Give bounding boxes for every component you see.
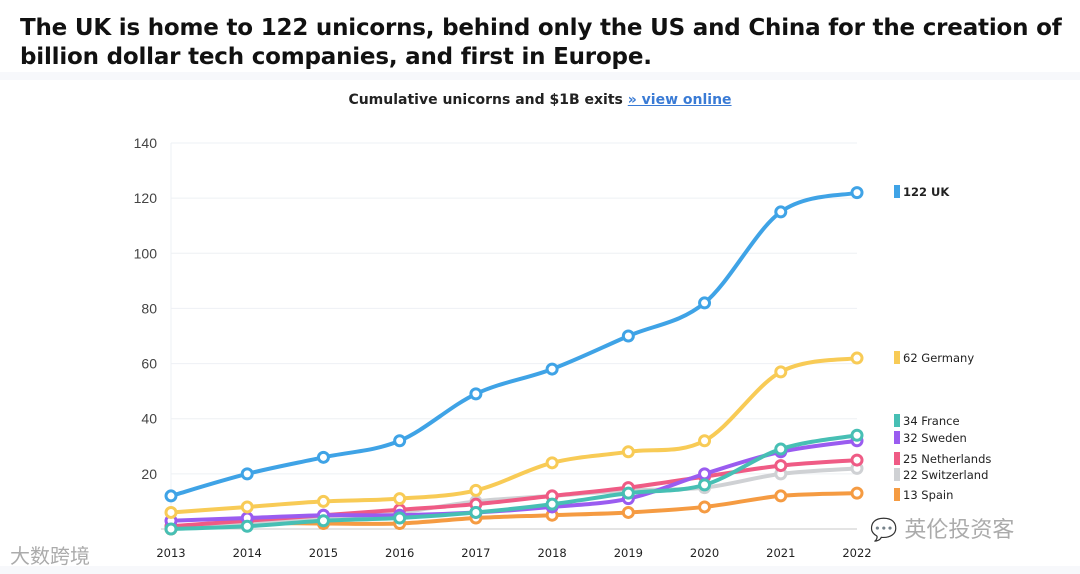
data-point-germany: [316, 494, 330, 508]
chart-title-text: Cumulative unicorns and $1B exits: [348, 92, 623, 108]
legend-swatch-switzerland: [894, 468, 900, 481]
legend-label-sweden: 32 Sweden: [903, 431, 967, 445]
y-tick-label: 60: [141, 356, 157, 372]
y-tick-label: 100: [134, 245, 158, 261]
data-point-germany: [545, 456, 559, 470]
data-point-france: [469, 505, 483, 519]
legend-swatch-germany: [894, 351, 900, 364]
data-point-uk: [240, 467, 254, 481]
legend-swatch-spain: [894, 488, 900, 501]
x-tick-label: 2021: [766, 546, 795, 560]
y-tick-label: 140: [134, 135, 158, 151]
data-point-france: [621, 486, 635, 500]
x-tick-label: 2018: [537, 546, 566, 560]
data-point-germany: [164, 505, 178, 519]
y-tick-label: 120: [134, 190, 158, 206]
x-tick-label: 2015: [309, 546, 338, 560]
series-line-uk: [169, 190, 859, 498]
data-point-uk: [545, 362, 559, 376]
x-tick-label: 2019: [614, 546, 643, 560]
x-tick-label: 2017: [461, 546, 490, 560]
legend-swatch-netherlands: [894, 452, 900, 465]
data-point-uk: [621, 329, 635, 343]
data-point-france: [316, 514, 330, 528]
watermark-left: 大数跨境: [10, 544, 90, 568]
legend-label-uk: 122 UK: [903, 185, 950, 199]
legend-label-spain: 13 Spain: [903, 488, 953, 502]
y-tick-label: 80: [141, 300, 157, 316]
x-tick-label: 2013: [156, 546, 185, 560]
data-point-germany: [698, 434, 712, 448]
data-point-sweden: [698, 467, 712, 481]
x-tick-label: 2020: [690, 546, 719, 560]
data-point-netherlands: [850, 453, 864, 467]
data-point-uk: [774, 205, 788, 219]
series-line-germany: [169, 356, 859, 515]
legend-swatch-uk: [894, 185, 900, 198]
data-point-spain: [698, 500, 712, 514]
watermark-right-text: 英伦投资客: [904, 518, 1015, 543]
legend-label-netherlands: 25 Netherlands: [903, 452, 991, 466]
data-point-france: [393, 511, 407, 525]
data-point-spain: [774, 489, 788, 503]
data-point-uk: [393, 434, 407, 448]
legend-label-switzerland: 22 Switzerland: [903, 468, 988, 482]
data-point-uk: [698, 296, 712, 310]
legend-swatch-sweden: [894, 431, 900, 444]
x-tick-label: 2014: [233, 546, 262, 560]
data-point-uk: [316, 450, 330, 464]
data-point-france: [850, 428, 864, 442]
data-point-germany: [393, 492, 407, 506]
data-point-spain: [850, 486, 864, 500]
data-point-france: [774, 442, 788, 456]
data-point-germany: [240, 500, 254, 514]
wechat-icon: 💬: [870, 518, 898, 543]
chart-title: Cumulative unicorns and $1B exits » view…: [0, 92, 1080, 108]
data-point-france: [240, 519, 254, 533]
data-point-germany: [469, 483, 483, 497]
data-point-germany: [850, 351, 864, 365]
view-online-link[interactable]: » view online: [627, 92, 732, 108]
data-point-netherlands: [774, 459, 788, 473]
legend-label-france: 34 France: [903, 414, 960, 428]
legend-swatch-france: [894, 414, 900, 427]
y-tick-label: 40: [141, 411, 157, 427]
data-point-france: [698, 478, 712, 492]
y-tick-label: 20: [141, 466, 157, 482]
data-point-germany: [774, 365, 788, 379]
series-line-france: [169, 433, 859, 531]
headline: The UK is home to 122 unicorns, behind o…: [20, 15, 1062, 70]
legend-label-germany: 62 Germany: [903, 351, 974, 365]
data-point-uk: [469, 387, 483, 401]
x-tick-label: 2016: [385, 546, 414, 560]
x-tick-label: 2022: [842, 546, 871, 560]
data-point-spain: [621, 505, 635, 519]
headline-area: The UK is home to 122 unicorns, behind o…: [0, 0, 1080, 72]
data-point-uk: [850, 186, 864, 200]
data-point-france: [164, 522, 178, 536]
watermark-right: 💬 英伦投资客: [870, 512, 1014, 544]
data-point-france: [545, 497, 559, 511]
chart-panel: [0, 80, 1080, 566]
data-point-germany: [621, 445, 635, 459]
data-point-uk: [164, 489, 178, 503]
